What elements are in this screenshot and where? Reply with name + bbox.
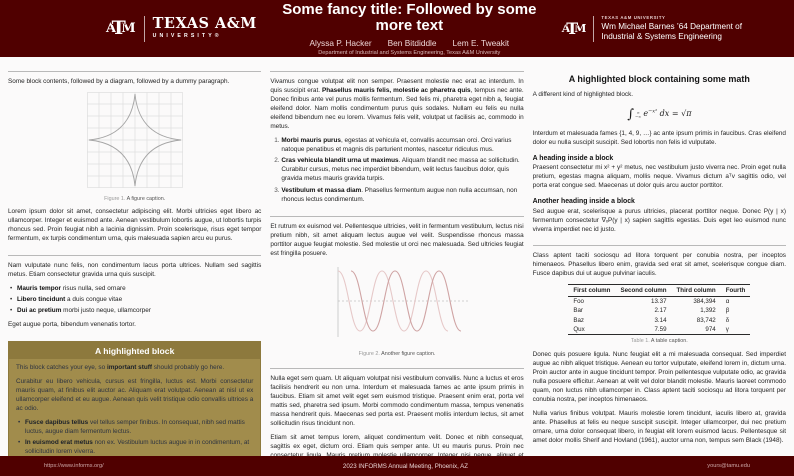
- author: Alyssa P. Hacker: [309, 37, 372, 48]
- table-row: Bar 2.17 1,392 β: [573, 307, 730, 315]
- block-math: A highlighted block containing some math…: [533, 74, 786, 235]
- author: Ben Bitdiddle: [387, 37, 437, 48]
- column-middle: Vivamus congue volutpat elit non semper.…: [270, 71, 524, 476]
- paragraph: Eget augue porta, bibendum venenatis tor…: [8, 321, 136, 329]
- list-item: Morbi mauris purus, egestas at vehicula …: [281, 137, 523, 155]
- author: Lem E. Tweakit: [452, 37, 510, 48]
- header-divider: [593, 15, 595, 42]
- bullet-list: Mauris tempor risus nulla, sed ornare Li…: [8, 285, 261, 316]
- block-sine-figure: Et rutrum ex euismod vel. Pellentesque u…: [270, 215, 524, 357]
- footer-url-link[interactable]: https://www.informs.org/: [44, 463, 104, 469]
- paragraph: Nulla varius finibus volutpat. Mauris mo…: [532, 409, 786, 444]
- department-name-line2: Industrial & Systems Engineering: [601, 31, 722, 41]
- intro-paragraph: Some block contents, followed by a diagr…: [8, 78, 230, 85]
- numbered-list: Morbi mauris purus, egestas at vehicula …: [270, 137, 523, 205]
- block-subheading: Another heading inside a block: [532, 198, 635, 206]
- sine-plot-icon: [337, 267, 468, 338]
- poster-footer: https://www.informs.org/ 2023 INFORMS An…: [0, 456, 794, 476]
- figure-1: Figure 1. A figure caption.: [8, 91, 261, 202]
- figure-2: Figure 2. Another figure caption.: [270, 263, 523, 357]
- column-right: A highlighted block containing some math…: [532, 71, 786, 476]
- poster-body: Some block contents, followed by a diagr…: [0, 57, 794, 476]
- table-row: Qux 7.59 974 γ: [568, 324, 751, 336]
- paragraph: Sed augue erat, scelerisque a purus ultr…: [532, 207, 786, 233]
- paragraph: Interdum et malesuada fames {1, 4, 9, …}…: [532, 129, 786, 146]
- list-item: Fusce dapibus tellus vel tellus semper f…: [18, 419, 253, 437]
- paragraph: Nulla eget sem quam. Ut aliquam volutpat…: [270, 375, 524, 428]
- paragraph: Curabitur eu libero vehicula, cursus est…: [16, 378, 254, 413]
- equation: ∫ ∞ −∞ e−x² dx = √π: [627, 106, 692, 122]
- block-subheading: A heading inside a block: [532, 154, 614, 162]
- paragraph: Donec quis posuere ligula. Nunc feugiat …: [532, 351, 786, 403]
- block-diagram: Some block contents, followed by a diagr…: [8, 71, 262, 244]
- wordmark-line1: TEXAS A&M: [152, 15, 257, 33]
- block-numbered-list: Vivamus congue volutpat elit non semper.…: [270, 71, 524, 205]
- table-row: Foo 13.37 384,394 α: [573, 297, 730, 305]
- math-block-title: A highlighted block containing some math: [568, 74, 750, 84]
- figure-1-caption: Figure 1. A figure caption.: [104, 195, 166, 202]
- footer-email-link[interactable]: yours@tamu.edu: [707, 463, 750, 469]
- footer-conference-label: 2023 INFORMS Annual Meeting, Phoenix, AZ: [342, 462, 469, 470]
- author-list: Alyssa P. Hacker Ben Bitdiddle Lem E. Tw…: [263, 38, 556, 48]
- paragraph: Praesent consectetur mi x² + y² metus, n…: [532, 164, 786, 190]
- table-caption: Table 1. A table caption.: [630, 338, 688, 345]
- header-divider: [143, 15, 145, 42]
- list-item: Libero tincidunt a duis congue vitae: [10, 296, 261, 305]
- paragraph: Et rutrum ex euismod vel. Pellentesque u…: [270, 222, 524, 257]
- paragraph: Nam vulputate nunc felis, non condimentu…: [8, 261, 262, 278]
- affiliation: Department of Industrial and Systems Eng…: [318, 49, 501, 56]
- department-name-line1: Wm Michael Barnes ’64 Department of: [601, 21, 742, 31]
- table-row: Baz 3.14 83,742 δ: [573, 316, 730, 324]
- figure-2-caption: Figure 2. Another figure caption.: [358, 351, 436, 358]
- list-item: Mauris tempor risus nulla, sed ornare: [10, 285, 261, 294]
- paragraph: Class aptent taciti sociosqu ad litora t…: [532, 251, 786, 277]
- list-item: Cras vehicula blandit urna ut maximus. A…: [281, 157, 523, 183]
- university-small-label: TEXAS A&M UNIVERSITY: [601, 15, 666, 21]
- list-item: Dui ac pretium morbi justo neque, ullamc…: [10, 307, 261, 316]
- table-header-row: First column Second column Third column …: [568, 283, 751, 297]
- lorem-paragraph: Lorem ipsum dolor sit amet, consectetur …: [8, 207, 262, 242]
- star-diagram-icon: [86, 91, 183, 188]
- wordmark-line2: UNIVERSITY®: [152, 33, 222, 40]
- column-left: Some block contents, followed by a diagr…: [8, 71, 262, 476]
- paragraph: Vivamus congue volutpat elit non semper.…: [270, 78, 524, 130]
- list-item: In euismod erat metus non ex. Vestibulum…: [18, 439, 253, 457]
- block-table: Class aptent taciti sociosqu ad litora t…: [532, 244, 786, 446]
- block-bullet-list: Nam vulputate nunc felis, non condimentu…: [8, 254, 262, 330]
- list-item: Vestibulum et massa diam. Phasellus ferm…: [281, 187, 523, 205]
- highlighted-block-title: A highlighted block: [9, 342, 261, 360]
- data-table: First column Second column Third column …: [568, 283, 751, 336]
- poster-title: Some fancy title: Followed by some more …: [282, 0, 537, 34]
- paragraph: A different kind of highlighted block.: [532, 91, 634, 98]
- paragraph: This block catches your eye, so importan…: [16, 364, 225, 372]
